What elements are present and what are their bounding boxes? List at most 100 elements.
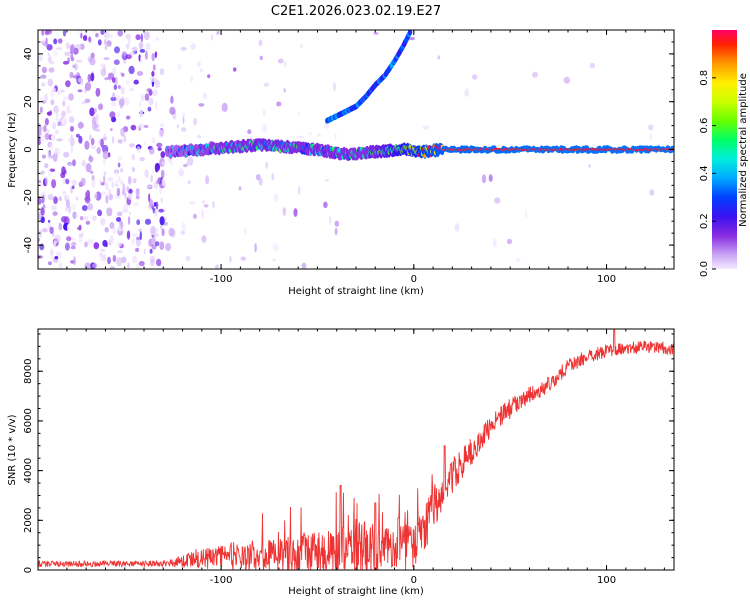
- noise-speckle: [136, 71, 144, 76]
- noise-speckle: [70, 203, 76, 211]
- y-tick-label: 20: [23, 95, 34, 108]
- noise-speckle: [117, 224, 121, 232]
- noise-speckle: [112, 226, 116, 235]
- noise-speckle: [111, 77, 116, 83]
- noise-speckle: [84, 140, 90, 150]
- noise-speckle: [58, 196, 62, 202]
- y-tick-label: 40: [23, 48, 34, 61]
- noise-speckle: [97, 209, 103, 217]
- noise-speckle: [62, 178, 67, 185]
- noise-speckle: [263, 82, 269, 87]
- noise-speckle: [38, 131, 42, 137]
- noise-speckle: [38, 255, 44, 259]
- noise-speckle: [54, 130, 60, 135]
- noise-speckle: [96, 147, 101, 155]
- noise-speckle: [120, 180, 123, 186]
- noise-speckle: [69, 71, 74, 79]
- noise-speckle: [148, 97, 154, 106]
- noise-speckle: [155, 201, 159, 210]
- noise-speckle: [138, 260, 145, 267]
- noise-speckle: [53, 38, 58, 45]
- noise-speckle: [100, 217, 106, 226]
- noise-speckle: [76, 59, 83, 63]
- colorbar-tick-label: 0.6: [699, 118, 710, 134]
- noise-speckle: [38, 237, 41, 242]
- noise-speckle: [160, 151, 166, 159]
- snr-series-line: [38, 329, 674, 570]
- noise-speckle: [161, 228, 165, 237]
- noise-speckle: [408, 37, 416, 41]
- noise-speckle: [72, 211, 77, 219]
- noise-speckle: [104, 30, 110, 40]
- noise-speckle: [135, 195, 140, 200]
- noise-speckle: [515, 258, 521, 262]
- noise-speckle: [102, 254, 106, 262]
- noise-speckle: [201, 235, 207, 243]
- y-tick-label: 4000: [23, 458, 34, 483]
- noise-speckle: [113, 59, 120, 65]
- noise-speckle: [103, 57, 110, 61]
- noise-speckle: [81, 101, 87, 105]
- noise-speckle: [259, 55, 263, 61]
- noise-speckle: [139, 56, 143, 65]
- noise-speckle: [142, 95, 145, 100]
- noise-speckle: [131, 232, 138, 237]
- noise-speckle: [104, 45, 108, 50]
- noise-speckle: [104, 226, 109, 233]
- noise-speckle: [54, 256, 59, 260]
- colorbar-tick-label: 0.0: [699, 261, 710, 277]
- noise-speckle: [49, 143, 54, 151]
- noise-speckle: [240, 256, 246, 261]
- noise-speckle: [156, 258, 162, 267]
- noise-speckle: [58, 261, 63, 269]
- noise-speckle: [192, 213, 197, 219]
- noise-speckle: [116, 257, 123, 267]
- noise-speckle: [71, 179, 78, 186]
- noise-speckle: [67, 223, 70, 231]
- noise-speckle: [75, 196, 79, 201]
- noise-speckle: [89, 57, 96, 66]
- noise-speckle: [41, 154, 47, 159]
- noise-speckle: [297, 112, 301, 116]
- noise-speckle: [168, 227, 175, 237]
- noise-speckle: [69, 137, 75, 147]
- noise-speckle: [139, 109, 143, 117]
- noise-speckle: [190, 43, 196, 50]
- noise-speckle: [52, 152, 58, 162]
- noise-speckle: [61, 117, 67, 126]
- noise-speckle: [118, 175, 121, 183]
- noise-speckle: [52, 211, 58, 216]
- noise-speckle: [155, 241, 160, 247]
- noise-speckle: [127, 262, 130, 269]
- noise-speckle: [324, 178, 329, 182]
- noise-speckle: [152, 169, 155, 174]
- noise-speckle: [38, 229, 42, 238]
- noise-speckle: [265, 161, 269, 169]
- noise-speckle: [158, 129, 165, 139]
- noise-speckle: [90, 145, 97, 149]
- noise-speckle: [169, 106, 176, 115]
- noise-speckle: [670, 91, 674, 98]
- noise-speckle: [202, 92, 208, 100]
- noise-speckle: [133, 79, 139, 85]
- noise-speckle: [647, 124, 654, 131]
- noise-speckle: [62, 30, 67, 37]
- noise-speckle: [156, 142, 163, 148]
- noise-speckle: [216, 31, 220, 35]
- noise-speckle: [92, 263, 97, 268]
- noise-speckle: [155, 36, 159, 42]
- noise-speckle: [57, 89, 61, 96]
- noise-speckle: [40, 106, 43, 114]
- y-tick-label: 6000: [23, 408, 34, 433]
- noise-speckle: [131, 237, 135, 246]
- noise-speckle: [464, 88, 470, 98]
- noise-speckle: [532, 71, 538, 78]
- noise-speckle: [68, 93, 74, 101]
- noise-speckle: [649, 133, 653, 141]
- noise-speckle: [52, 232, 55, 238]
- noise-speckle: [158, 208, 165, 213]
- noise-speckle: [39, 243, 45, 251]
- noise-speckle: [276, 101, 282, 107]
- noise-speckle: [117, 111, 120, 118]
- branch-point: [407, 30, 413, 36]
